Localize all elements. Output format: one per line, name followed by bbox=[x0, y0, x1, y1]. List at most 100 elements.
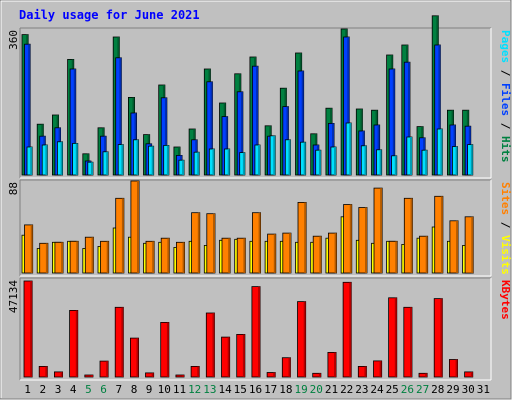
bar-shade-pages-day-13 bbox=[212, 149, 215, 175]
panel-legend: Sites / Visits bbox=[499, 182, 512, 275]
bar-shade-sites-day-7 bbox=[121, 198, 124, 273]
bar-shade-files-day-1 bbox=[28, 44, 31, 176]
bar-shade-pages-day-26 bbox=[410, 137, 412, 175]
legend-entry: / bbox=[499, 215, 512, 235]
legend-entry: Pages bbox=[499, 30, 512, 63]
bar-sites-day-22 bbox=[343, 204, 353, 274]
bar-sites-day-28 bbox=[434, 195, 444, 274]
bar-shade-kbytes-day-6 bbox=[106, 361, 109, 377]
bar-pages-day-17 bbox=[269, 135, 276, 176]
bar-shade-kbytes-day-21 bbox=[334, 352, 337, 377]
panel-bottom: 47134 KBytes bbox=[7, 277, 512, 381]
day-label: 8 bbox=[131, 383, 138, 396]
bar-shade-kbytes-day-7 bbox=[121, 307, 124, 377]
bar-shade-kbytes-day-26 bbox=[410, 307, 412, 377]
chart-title: Daily usage for June 2021 bbox=[19, 8, 200, 22]
bar-shade-kbytes-day-11 bbox=[182, 375, 185, 377]
day-label: 19 bbox=[294, 383, 307, 396]
bar-shade-kbytes-day-3 bbox=[60, 371, 63, 377]
bar-shade-sites-day-5 bbox=[91, 237, 94, 273]
bar-shade-kbytes-day-15 bbox=[242, 334, 245, 377]
bar-pages-day-28 bbox=[436, 128, 443, 176]
legend-entry: Sites bbox=[499, 182, 512, 215]
bar-shade-sites-day-18 bbox=[289, 233, 291, 273]
bar-shade-kbytes-day-12 bbox=[197, 366, 200, 377]
day-label: 21 bbox=[325, 383, 338, 396]
day-label: 14 bbox=[218, 383, 232, 396]
bar-pages-day-3 bbox=[57, 141, 64, 176]
bar-shade-files-day-13 bbox=[210, 81, 213, 175]
day-label: 12 bbox=[188, 383, 201, 396]
bar-shade-pages-day-29 bbox=[455, 146, 458, 175]
bar-shade-pages-day-9 bbox=[151, 146, 154, 175]
bar-shade-files-day-26 bbox=[408, 62, 410, 176]
panel-max-label: 47134 bbox=[7, 280, 20, 313]
bar-sites-day-17 bbox=[267, 233, 277, 274]
day-label: 15 bbox=[234, 383, 247, 396]
bar-shade-kbytes-day-14 bbox=[227, 337, 230, 377]
panel-max-label: 360 bbox=[7, 30, 20, 50]
bar-sites-day-8 bbox=[130, 180, 140, 274]
bar-shade-kbytes-day-17 bbox=[273, 372, 276, 377]
bar-sites-day-24 bbox=[373, 187, 383, 274]
bar-kbytes-day-3 bbox=[54, 371, 64, 378]
bar-shade-kbytes-day-5 bbox=[91, 375, 93, 377]
legend-entry: KBytes bbox=[499, 280, 512, 320]
bar-kbytes-day-30 bbox=[464, 371, 474, 378]
bar-shade-sites-day-23 bbox=[365, 207, 367, 273]
panel-top: 360 Pages / Files / Hits bbox=[7, 15, 512, 179]
bar-shade-sites-day-26 bbox=[410, 198, 413, 273]
bar-shade-sites-day-2 bbox=[45, 243, 48, 273]
bar-shade-pages-day-1 bbox=[30, 147, 33, 175]
bar-shade-sites-day-20 bbox=[319, 236, 322, 273]
bar-pages-day-20 bbox=[315, 149, 322, 176]
bar-shade-sites-day-30 bbox=[471, 216, 474, 274]
bar-shade-kbytes-day-18 bbox=[288, 357, 291, 377]
bar-shade-kbytes-day-27 bbox=[425, 373, 428, 377]
bar-shade-pages-day-25 bbox=[394, 155, 397, 175]
day-label: 3 bbox=[55, 383, 62, 396]
bar-shade-sites-day-4 bbox=[76, 241, 79, 273]
day-label: 22 bbox=[340, 383, 353, 396]
bar-sites-day-25 bbox=[388, 240, 398, 274]
day-label: 30 bbox=[462, 383, 475, 396]
bar-shade-sites-day-25 bbox=[395, 241, 398, 273]
bar-shade-kbytes-day-8 bbox=[136, 338, 139, 377]
bar-shade-pages-day-30 bbox=[470, 144, 473, 175]
panels-layer: 360 Pages / Files / Hits 88 Sites / Visits 4… bbox=[7, 15, 512, 381]
bar-shade-sites-day-6 bbox=[106, 241, 109, 273]
bar-shade-files-day-22 bbox=[347, 37, 350, 175]
bar-shade-files-day-19 bbox=[301, 71, 304, 175]
bar-shade-sites-day-3 bbox=[61, 242, 64, 273]
bar-sites-day-20 bbox=[312, 235, 322, 274]
bar-shade-pages-day-28 bbox=[440, 129, 443, 175]
bar-shade-sites-day-9 bbox=[152, 241, 155, 273]
bar-shade-pages-day-18 bbox=[288, 139, 291, 175]
bar-kbytes-day-25 bbox=[388, 297, 398, 378]
day-label: 16 bbox=[249, 383, 262, 396]
bar-shade-files-day-16 bbox=[256, 66, 259, 175]
bar-shade-kbytes-day-25 bbox=[394, 297, 397, 377]
bar-kbytes-day-20 bbox=[312, 372, 322, 378]
bar-shade-sites-day-1 bbox=[30, 224, 33, 273]
bar-shade-sites-day-22 bbox=[349, 204, 352, 273]
day-labels-layer: 1 2 3 4 5 6 7 8 9 10 11 12 13 14 15 16 17 18 19 20 21 22 23 24 2… bbox=[24, 383, 490, 396]
bar-kbytes-day-22 bbox=[342, 281, 352, 378]
bar-shade-pages-day-23 bbox=[364, 145, 367, 175]
day-label: 24 bbox=[370, 383, 384, 396]
bar-shade-files-day-7 bbox=[119, 57, 122, 175]
bar-shade-pages-day-8 bbox=[136, 139, 139, 175]
bar-shade-pages-day-4 bbox=[75, 143, 78, 175]
bar-shade-pages-day-11 bbox=[182, 160, 185, 175]
bar-sites-day-30 bbox=[464, 216, 474, 274]
bar-kbytes-day-17 bbox=[266, 372, 276, 378]
bar-pages-day-8 bbox=[132, 139, 139, 176]
day-label: 26 bbox=[401, 383, 414, 396]
bar-shade-files-day-4 bbox=[73, 69, 76, 175]
bar-shade-pages-day-5 bbox=[91, 162, 93, 175]
bar-shade-sites-day-10 bbox=[167, 238, 170, 273]
bar-shade-kbytes-day-24 bbox=[379, 360, 382, 377]
bar-shade-pages-day-17 bbox=[273, 135, 276, 175]
bar-shade-files-day-25 bbox=[392, 69, 395, 175]
